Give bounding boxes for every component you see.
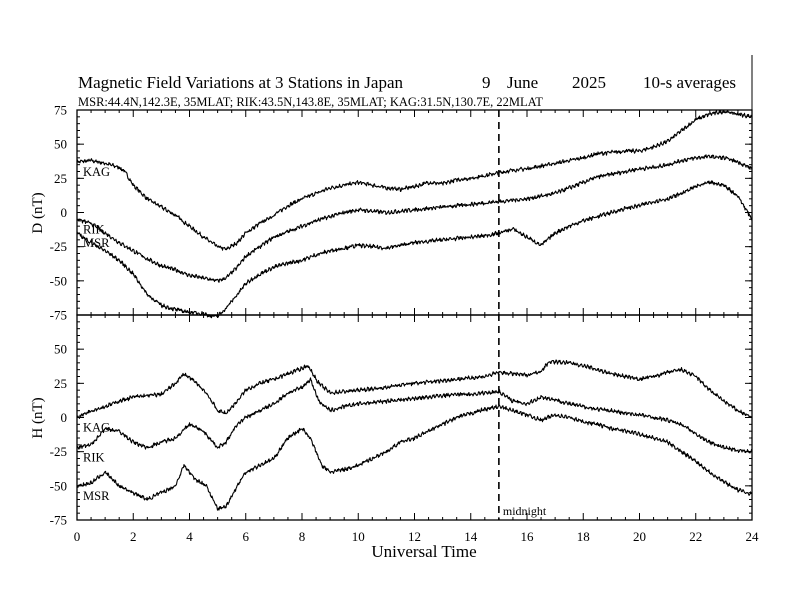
chart-title-day: 9 [482, 73, 491, 92]
xtick-label-10: 20 [633, 529, 646, 544]
trace-H-MSR [76, 404, 753, 511]
ytick-label-H-3: 0 [61, 410, 68, 425]
xtick-label-2: 4 [186, 529, 193, 544]
station-label-H-MSR: MSR [83, 489, 110, 503]
trace-H-RIK [76, 377, 753, 454]
xtick-label-12: 24 [746, 529, 760, 544]
chart-title: Magnetic Field Variations at 3 Stations … [78, 73, 404, 92]
ytick-label-D-2: -25 [50, 239, 67, 254]
ytick-label-D-1: -50 [50, 273, 67, 288]
x-axis-label: Universal Time [371, 542, 476, 561]
xtick-label-6: 12 [408, 529, 421, 544]
ytick-label-D-0: -75 [50, 308, 67, 323]
trace-D-MSR [76, 180, 753, 319]
chart-title-averaging: 10-s averages [643, 73, 736, 92]
xtick-label-4: 8 [299, 529, 306, 544]
chart-subtitle: MSR:44.4N,142.3E, 35MLAT; RIK:43.5N,143.… [78, 95, 543, 109]
xtick-label-11: 22 [689, 529, 702, 544]
ytick-label-D-3: 0 [61, 205, 68, 220]
station-label-D-KAG: KAG [83, 165, 110, 179]
station-label-H-RIK: RIK [83, 451, 105, 465]
ytick-label-H-0: -75 [50, 513, 67, 528]
ytick-label-D-6: 75 [54, 103, 67, 118]
midnight-annotation: midnight [503, 504, 547, 518]
xtick-label-9: 18 [577, 529, 590, 544]
h-panel-ylabel: H (nT) [30, 397, 46, 438]
trace-D-KAG [76, 109, 753, 251]
chart-title-month: June [507, 73, 538, 92]
trace-D-RIK [76, 154, 753, 283]
xtick-label-8: 16 [521, 529, 535, 544]
station-label-H-KAG: KAG [83, 421, 110, 435]
xtick-label-5: 10 [352, 529, 365, 544]
d-panel-frame [76, 109, 753, 316]
chart-title-year: 2025 [572, 73, 606, 92]
xtick-label-1: 2 [130, 529, 137, 544]
station-label-D-RIK: RIK [83, 222, 105, 236]
data-traces [76, 109, 753, 511]
ytick-label-H-1: -50 [50, 478, 67, 493]
ytick-label-D-4: 25 [54, 171, 67, 186]
xtick-label-0: 0 [74, 529, 81, 544]
xtick-label-7: 14 [464, 529, 478, 544]
trace-H-KAG [76, 359, 753, 419]
d-panel-ylabel: D (nT) [30, 192, 46, 233]
ytick-label-H-4: 25 [54, 376, 67, 391]
station-label-D-MSR: MSR [83, 236, 110, 250]
xtick-label-3: 6 [243, 529, 250, 544]
ytick-label-D-5: 50 [54, 137, 67, 152]
ytick-label-H-5: 50 [54, 342, 67, 357]
ytick-label-H-2: -25 [50, 444, 67, 459]
